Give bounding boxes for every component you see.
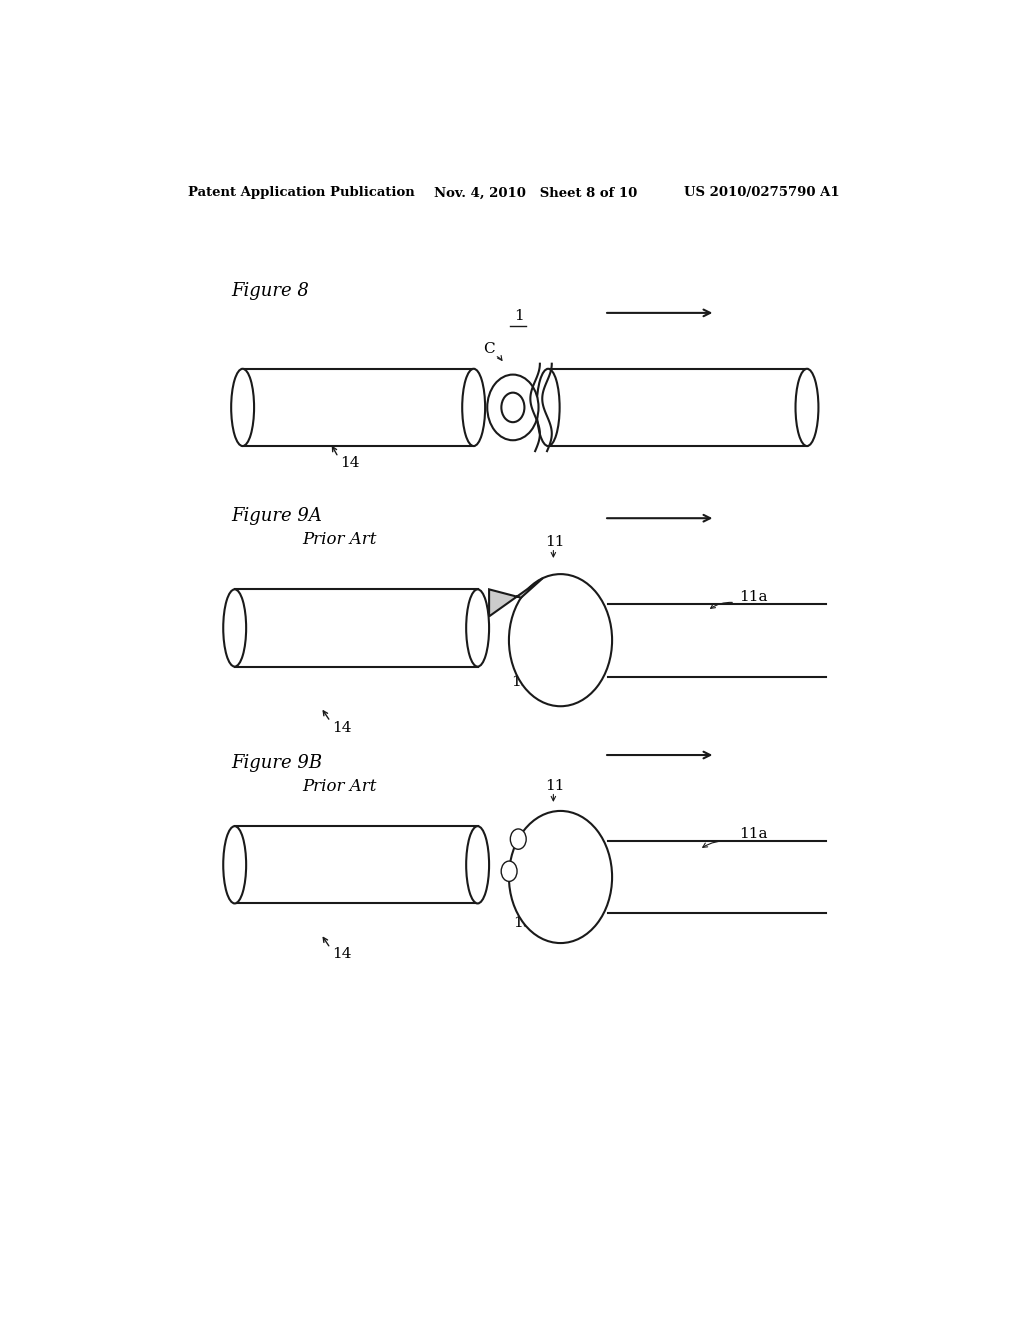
Ellipse shape: [466, 826, 489, 903]
Text: 14: 14: [340, 457, 360, 470]
Text: 11a: 11a: [739, 590, 768, 605]
Text: Prior Art: Prior Art: [303, 531, 377, 548]
Text: 14: 14: [333, 721, 352, 735]
Text: US 2010/0275790 A1: US 2010/0275790 A1: [684, 186, 839, 199]
Circle shape: [501, 861, 517, 882]
Bar: [243, 368, 474, 446]
Bar: [234, 826, 477, 903]
Text: 12: 12: [511, 675, 530, 689]
Text: Figure 9B: Figure 9B: [231, 754, 323, 772]
Ellipse shape: [223, 589, 246, 667]
Circle shape: [502, 392, 524, 422]
Text: C: C: [483, 342, 495, 356]
Polygon shape: [489, 578, 543, 616]
Text: Nov. 4, 2010   Sheet 8 of 10: Nov. 4, 2010 Sheet 8 of 10: [433, 186, 637, 199]
Bar: [234, 589, 477, 667]
Ellipse shape: [466, 589, 489, 667]
Ellipse shape: [231, 368, 254, 446]
Text: Prior Art: Prior Art: [303, 777, 377, 795]
Circle shape: [510, 829, 526, 849]
Bar: [548, 368, 807, 446]
Text: 11: 11: [545, 779, 564, 792]
Text: 14: 14: [333, 948, 352, 961]
Text: Figure 9A: Figure 9A: [231, 507, 322, 525]
Text: Patent Application Publication: Patent Application Publication: [187, 186, 415, 199]
Circle shape: [487, 375, 539, 441]
Ellipse shape: [537, 368, 560, 446]
Text: 11: 11: [545, 535, 564, 549]
Ellipse shape: [462, 368, 485, 446]
Text: 1: 1: [514, 309, 524, 323]
Text: Figure 8: Figure 8: [231, 281, 309, 300]
Ellipse shape: [796, 368, 818, 446]
Circle shape: [509, 574, 612, 706]
Text: 11a: 11a: [739, 828, 768, 841]
Ellipse shape: [223, 826, 246, 903]
Circle shape: [509, 810, 612, 942]
Text: 13: 13: [513, 916, 532, 929]
